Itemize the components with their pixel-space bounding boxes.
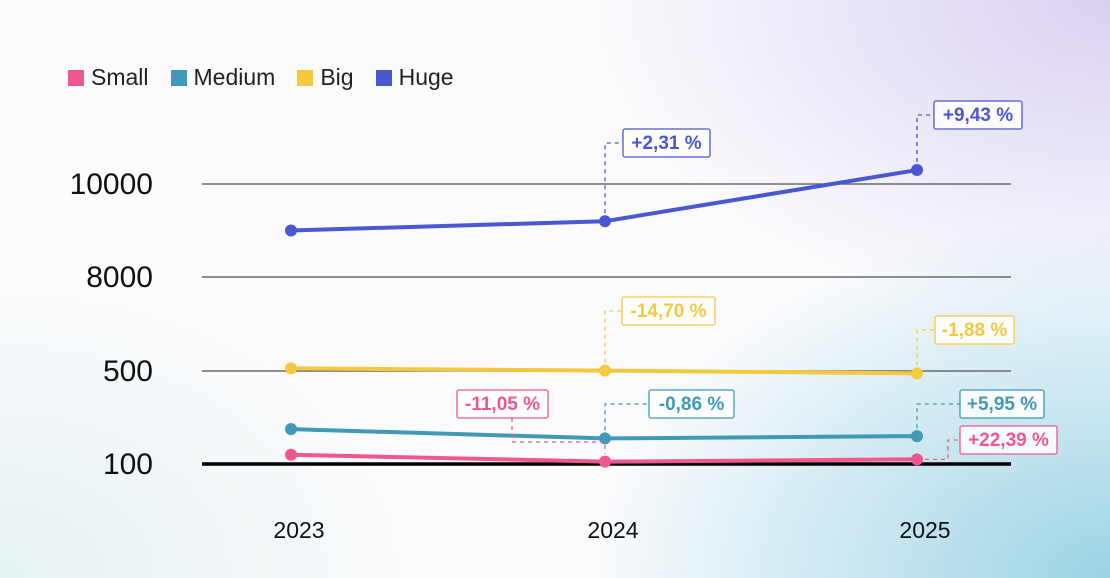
annotation-box-big [621,296,716,326]
legend-label-huge: Huge [398,64,454,90]
data-point-small [599,455,611,468]
legend-swatch-big [297,69,314,86]
annotation-label-big: -14,70 % [630,301,706,322]
legend-label-medium: Medium [193,64,276,90]
legend-item-huge: Huge [375,64,454,91]
annotation-box-small [959,425,1058,455]
annotation-leader-medium [604,403,649,431]
data-point-small [911,453,923,466]
annotation-label-huge: +9,43 % [943,105,1013,126]
annotation-box-medium [959,389,1045,419]
legend-label-big: Big [320,64,354,90]
annotation-leader-small [511,418,606,454]
annotation-label-medium: -0,86 % [659,394,725,415]
legend-swatch-small [68,69,84,86]
legend-item-small: Small [68,64,149,91]
data-point-huge [599,215,611,228]
data-point-big [285,362,297,375]
annotation-box-huge [933,100,1023,130]
x-tick-label: 2024 [587,517,638,543]
annotation-leader-big [916,329,935,366]
annotation-label-small: +22,39 % [968,430,1049,451]
annotation-box-medium [648,389,735,419]
annotation-leader-huge [916,114,934,163]
annotation-label-medium: +5,95 % [967,394,1037,415]
annotation-box-big [934,315,1015,345]
legend-item-big: Big [297,64,354,91]
annotation-label-small: -11,05 % [465,394,540,415]
data-point-medium [285,423,297,436]
chart-legend: Small Medium Big Huge [68,64,476,91]
legend-label-small: Small [91,64,149,90]
legend-swatch-huge [375,69,392,86]
legend-swatch-medium [170,69,187,86]
data-point-huge [285,224,297,237]
x-tick-label: 2025 [899,517,950,543]
data-point-huge [911,164,923,177]
annotation-leader-medium [916,403,960,429]
data-point-big [599,364,611,377]
y-tick-label: 8000 [86,261,153,294]
annotation-leader-small [925,439,960,460]
y-tick-label: 500 [103,355,153,388]
annotation-label-big: -1,88 % [942,320,1008,341]
annotation-box-huge [622,128,711,158]
annotation-box-small [456,389,549,419]
x-tick-label: 2023 [273,517,324,543]
data-point-big [911,367,923,380]
annotation-label-huge: +2,31 % [631,133,701,154]
annotation-leader-huge [604,142,623,214]
y-tick-label: 100 [103,448,153,481]
legend-item-medium: Medium [170,64,276,91]
annotation-leader-big [604,310,622,363]
y-tick-label: 10000 [70,168,153,201]
data-point-small [285,448,297,461]
data-point-medium [911,430,923,443]
